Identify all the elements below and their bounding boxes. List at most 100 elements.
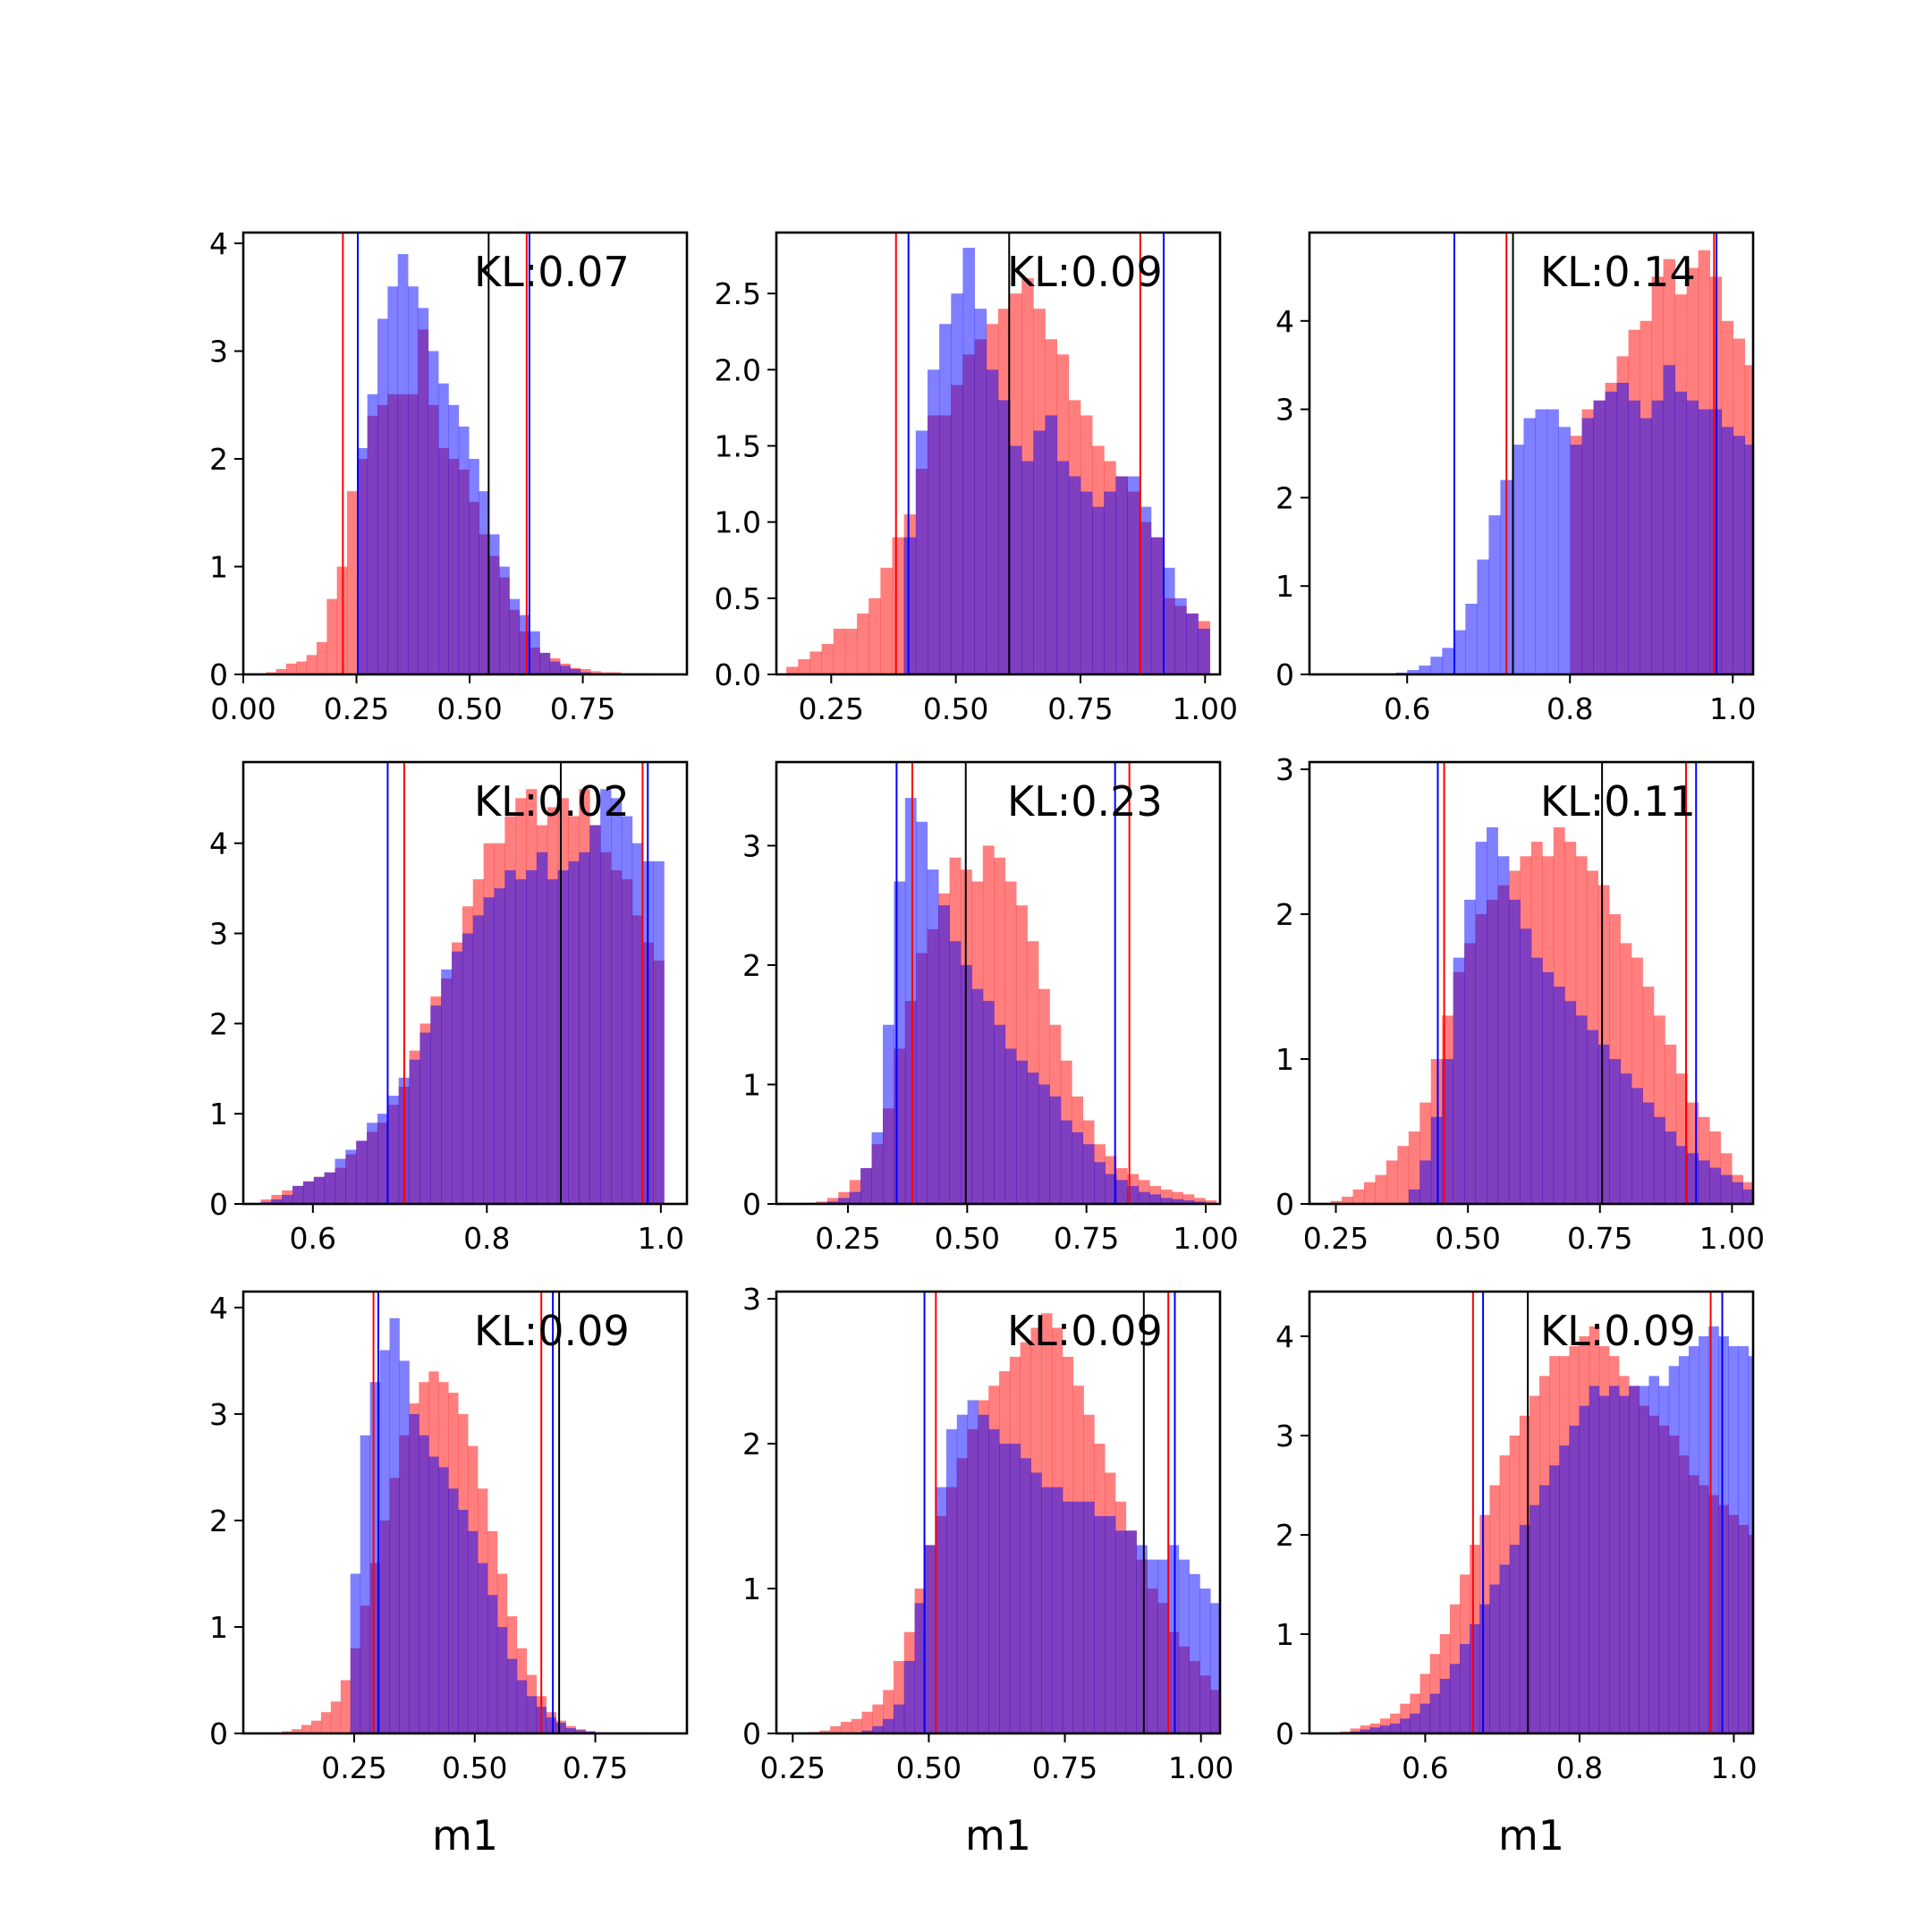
- y-tick-label: 4: [209, 826, 228, 861]
- blue-histogram-bar: [927, 369, 940, 674]
- blue-histogram-bar: [1419, 1160, 1432, 1204]
- blue-histogram-bar: [962, 248, 975, 674]
- axes-frame: [775, 231, 1222, 676]
- blue-histogram-bar: [1199, 1589, 1211, 1733]
- blue-histogram-bar: [504, 869, 516, 1204]
- red-histogram-bar: [340, 1680, 352, 1733]
- x-tick-label: 1.00: [1173, 1221, 1238, 1256]
- red-histogram-bar: [330, 1701, 342, 1733]
- blue-histogram-bar: [1390, 1723, 1401, 1733]
- blue-histogram-bar: [893, 1704, 905, 1733]
- blue-histogram-bar: [882, 1024, 894, 1204]
- blue-histogram-bar: [1639, 1385, 1649, 1733]
- x-tick-label: 0.8: [463, 1221, 510, 1256]
- blue-histogram-bar: [1033, 430, 1046, 674]
- histogram-panel-8: 0.25 0.50 0.75 1.00 0 1 2 3 KL:0.09 m1: [742, 1282, 1233, 1860]
- red-histogram-bar: [310, 1720, 322, 1733]
- x-tick-label: 0.25: [815, 1221, 880, 1256]
- blue-histogram-bar: [1442, 648, 1454, 674]
- blue-histogram-bar: [1698, 1160, 1710, 1204]
- blue-histogram-bar: [1439, 1678, 1451, 1733]
- blue-histogram-bar: [1523, 418, 1536, 674]
- blue-histogram-bar: [1569, 1425, 1580, 1733]
- blue-histogram-bar: [377, 1114, 389, 1204]
- x-axis-label: m1: [432, 1811, 498, 1860]
- blue-histogram-bar: [1174, 597, 1187, 674]
- blue-histogram-bar: [282, 1194, 293, 1204]
- blue-histogram-bar: [1178, 1559, 1190, 1733]
- blue-histogram-bar: [904, 798, 917, 1204]
- blue-histogram-bar: [826, 1201, 839, 1204]
- blue-histogram-bar: [1460, 1644, 1470, 1733]
- y-tick-label: 0: [1275, 1716, 1294, 1751]
- red-histogram-bar: [1408, 1131, 1420, 1204]
- blue-histogram-bar: [575, 1730, 586, 1733]
- x-tick-label: 1.0: [1710, 1750, 1757, 1785]
- blue-histogram-bar: [1546, 409, 1559, 674]
- blue-histogram-bar: [951, 293, 963, 674]
- y-tick-label: 1: [1275, 569, 1294, 604]
- y-tick-label: 0: [742, 1716, 761, 1751]
- red-histogram-bar: [301, 1724, 312, 1733]
- blue-histogram-bar: [1499, 1564, 1511, 1733]
- blue-histogram-bar: [974, 309, 987, 674]
- blue-histogram-bar: [271, 1199, 283, 1204]
- blue-histogram-bar: [1570, 445, 1582, 674]
- blue-histogram-bar: [409, 1413, 419, 1733]
- blue-histogram-bar: [458, 426, 470, 674]
- blue-histogram-bar: [1559, 1445, 1570, 1733]
- x-axis-label: m1: [965, 1811, 1031, 1860]
- blue-histogram-bar: [903, 1661, 915, 1733]
- x-tick-label: 0.75: [1054, 1221, 1119, 1256]
- blue-histogram-bar: [1105, 1516, 1116, 1733]
- blue-histogram-bar: [1083, 1501, 1095, 1733]
- blue-histogram-bar: [369, 1382, 380, 1733]
- blue-histogram-bar: [914, 1603, 926, 1733]
- blue-histogram-bar: [1553, 987, 1565, 1204]
- blue-histogram-bar: [1045, 415, 1058, 674]
- y-tick-label: 1: [209, 1097, 228, 1131]
- blue-histogram-bar: [530, 631, 540, 674]
- blue-histogram-bar: [861, 1730, 873, 1733]
- x-tick-label: 1.00: [1699, 1221, 1765, 1256]
- blue-histogram-bar: [441, 969, 453, 1204]
- y-tick-label: 2: [209, 1006, 228, 1041]
- blue-histogram-bar: [419, 1032, 431, 1204]
- blue-histogram-bar: [1708, 1326, 1719, 1733]
- blue-histogram-bar: [387, 1096, 400, 1204]
- blue-histogram-bar: [515, 879, 527, 1204]
- red-histogram-bar: [861, 1711, 873, 1733]
- blue-histogram-bar: [1519, 1524, 1530, 1733]
- blue-histogram-bar: [1016, 1060, 1028, 1204]
- blue-histogram-bar: [1163, 567, 1175, 674]
- blue-histogram-bar: [1709, 1167, 1722, 1204]
- blue-histogram-bar: [1160, 1198, 1173, 1204]
- blue-histogram-bar: [1477, 559, 1489, 674]
- blue-histogram-bar: [1453, 630, 1466, 674]
- blue-histogram-bar: [1535, 409, 1547, 674]
- blue-histogram-bar: [1663, 365, 1676, 674]
- blue-histogram-bar: [1136, 1545, 1148, 1733]
- blue-histogram-bar: [1115, 476, 1128, 674]
- blue-histogram-bar: [483, 897, 495, 1204]
- blue-histogram-bar: [313, 1176, 326, 1204]
- blue-histogram-bar: [1193, 1201, 1206, 1204]
- y-tick-label: 4: [209, 226, 228, 261]
- x-tick-label: 0.50: [896, 1750, 962, 1785]
- histogram-panel-9: 0.6 0.8 1.0 0 1 2 3 4 KL:0.09 m1: [1275, 1290, 1758, 1860]
- x-tick-label: 0.6: [1402, 1750, 1448, 1785]
- histogram-panel-1: 0.00 0.25 0.50 0.75 0 1 2 3 4 KL:0.07: [209, 226, 689, 726]
- blue-histogram-bar: [1115, 1180, 1128, 1204]
- blue-histogram-bar: [367, 1123, 378, 1204]
- blue-histogram-bar: [1742, 1189, 1753, 1204]
- red-histogram-bar: [1193, 1198, 1206, 1204]
- kl-annotation: KL:0.11: [1540, 777, 1696, 826]
- plot-area: [809, 1292, 1220, 1733]
- red-histogram-bar: [1385, 1160, 1398, 1204]
- blue-histogram-bar: [499, 566, 510, 674]
- blue-histogram-bar: [1744, 445, 1753, 674]
- blue-histogram-bar: [1049, 1096, 1062, 1204]
- plot-area: [786, 233, 1211, 674]
- blue-histogram-bar: [302, 1181, 315, 1204]
- blue-histogram-bar: [1508, 899, 1521, 1204]
